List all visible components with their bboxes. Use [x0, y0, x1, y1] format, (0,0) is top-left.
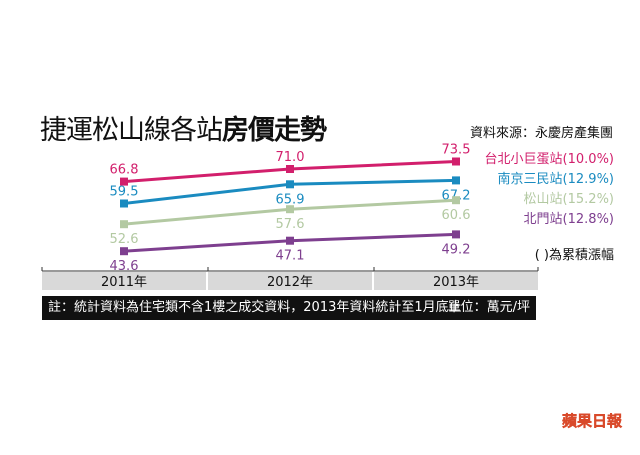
data-label: 66.8	[110, 163, 139, 178]
year-band	[42, 272, 206, 290]
year-band	[208, 272, 372, 290]
legend-name: 松山站	[523, 192, 563, 207]
data-point	[286, 236, 294, 245]
legend-item: 松山站(15.2%)	[485, 190, 614, 210]
data-point	[120, 247, 128, 256]
data-point	[452, 230, 460, 239]
legend-change: (12.8%)	[562, 212, 614, 227]
legend-item: 南京三民站(12.9%)	[485, 170, 614, 190]
data-label: 59.5	[110, 185, 139, 200]
data-label: 60.6	[442, 208, 471, 223]
data-point	[452, 176, 460, 185]
data-source: 資料來源：永慶房產集團	[469, 126, 613, 141]
data-point	[120, 199, 128, 208]
unit-label: 單位：萬元/坪	[447, 300, 530, 315]
x-tick-label: 2012年	[267, 275, 313, 290]
data-point	[286, 165, 294, 173]
data-point	[120, 177, 128, 186]
legend-name: 南京三民站	[497, 172, 563, 187]
data-label: 57.6	[276, 217, 305, 232]
data-label: 47.1	[276, 249, 305, 264]
data-point	[452, 196, 460, 205]
data-label: 71.0	[276, 150, 305, 165]
legend-name: 北門站	[523, 212, 563, 227]
footnote: 註：統計資料為住宅類不含1樓之成交資料，2013年資料統計至1月底止	[48, 300, 462, 315]
x-tick-label: 2013年	[433, 275, 479, 290]
legend-note: ( )為累積漲幅	[534, 248, 614, 263]
data-label: 49.2	[442, 242, 471, 257]
legend: 台北小巨蛋站(10.0%) 南京三民站(12.9%) 松山站(15.2%) 北門站(1…	[485, 150, 614, 230]
legend-name: 台北小巨蛋站	[484, 152, 563, 167]
x-tick-label: 2011年	[101, 275, 147, 290]
legend-change: (15.2%)	[562, 192, 614, 207]
newspaper-logo: 蘋果日報	[561, 412, 622, 430]
legend-item: 北門站(12.8%)	[485, 210, 614, 230]
data-point	[286, 180, 294, 189]
data-point	[286, 205, 294, 214]
data-label: 73.5	[442, 143, 471, 158]
legend-item: 台北小巨蛋站(10.0%)	[485, 150, 614, 170]
year-band	[374, 272, 538, 290]
title-plain: 捷運松山線各站	[40, 115, 223, 146]
chart-title: 捷運松山線各站房價走勢	[40, 108, 327, 147]
footnote-bar: 註：統計資料為住宅類不含1樓之成交資料，2013年資料統計至1月底止 單位：萬元…	[42, 296, 536, 320]
legend-change: (12.9%)	[562, 172, 614, 187]
legend-change: (10.0%)	[562, 152, 614, 167]
data-label: 65.9	[276, 192, 305, 207]
data-label: 43.6	[110, 259, 139, 274]
title-bold: 房價走勢	[222, 115, 327, 146]
data-label: 52.6	[110, 232, 139, 247]
data-point	[452, 157, 460, 166]
data-point	[120, 220, 128, 229]
